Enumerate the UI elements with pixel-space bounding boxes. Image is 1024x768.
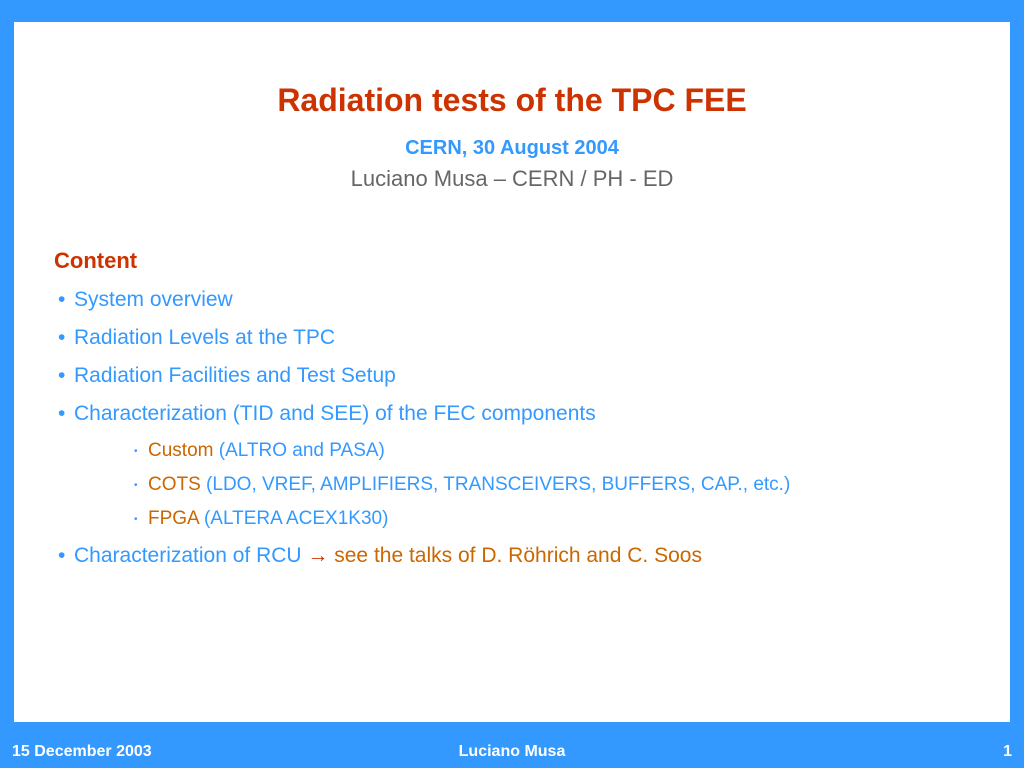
sub-list-item: FPGA (ALTERA ACEX1K30) (134, 508, 970, 530)
arrow-icon: → (307, 544, 328, 567)
sub-list-item: COTS (LDO, VREF, AMPLIFIERS, TRANSCEIVER… (134, 474, 970, 496)
list-item: Characterization (TID and SEE) of the FE… (58, 402, 970, 530)
slide-author: Luciano Musa – CERN / PH - ED (54, 166, 970, 192)
slide-footer: Luciano Musa 15 December 2003 1 (0, 738, 1024, 768)
sub-list-item: Custom (ALTRO and PASA) (134, 440, 970, 462)
footer-left: 15 December 2003 (12, 743, 152, 761)
footer-center: Luciano Musa (0, 743, 1024, 761)
sub-item-rest: (ALTRO and PASA) (213, 440, 384, 461)
footer-right: 1 (1003, 743, 1012, 761)
list-item: Radiation Levels at the TPC (58, 326, 970, 350)
list-item: Characterization of RCU → see the talks … (58, 544, 970, 568)
sub-list: Custom (ALTRO and PASA) COTS (LDO, VREF,… (74, 440, 970, 530)
list-item-post: see the talks of D. Röhrich and C. Soos (328, 544, 702, 567)
content-list: System overview Radiation Levels at the … (54, 288, 970, 568)
content-heading: Content (54, 248, 970, 274)
sub-item-rest: (ALTERA ACEX1K30) (199, 508, 389, 529)
sub-item-key: Custom (148, 440, 213, 461)
list-item: System overview (58, 288, 970, 312)
sub-item-key: FPGA (148, 508, 199, 529)
list-item-pre: Characterization of RCU (74, 544, 307, 567)
slide-frame: Radiation tests of the TPC FEE CERN, 30 … (0, 0, 1024, 768)
sub-item-rest: (LDO, VREF, AMPLIFIERS, TRANSCEIVERS, BU… (201, 474, 791, 495)
list-item: Radiation Facilities and Test Setup (58, 364, 970, 388)
slide-body: Radiation tests of the TPC FEE CERN, 30 … (14, 22, 1010, 722)
list-item-text: Characterization (TID and SEE) of the FE… (74, 402, 596, 425)
slide-title: Radiation tests of the TPC FEE (54, 82, 970, 119)
slide-date: CERN, 30 August 2004 (54, 137, 970, 160)
sub-item-key: COTS (148, 474, 201, 495)
